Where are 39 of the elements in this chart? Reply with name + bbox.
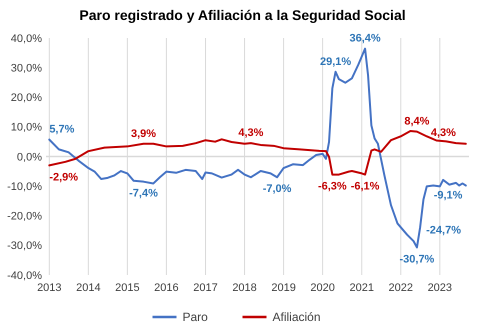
annotation: -30,7%	[399, 253, 435, 266]
x-tick-label: 2018	[232, 282, 257, 294]
legend-label: Paro	[182, 310, 208, 324]
annotation: 3,9%	[130, 128, 156, 140]
y-tick-label: 30,0%	[10, 62, 42, 74]
x-tick-label: 2019	[271, 282, 296, 294]
annotation: -6,1%	[350, 180, 380, 193]
y-tick-label: -30,0%	[7, 240, 42, 252]
legend-label: Afiliación	[272, 310, 321, 324]
annotation: -24,7%	[426, 224, 462, 237]
y-tick-label: -40,0%	[7, 270, 42, 282]
x-tick-label: 2022	[388, 282, 414, 294]
x-tick-label: 2021	[350, 282, 374, 294]
annotation: 8,4%	[404, 116, 430, 128]
annotation: -9,1%	[434, 189, 463, 202]
x-tick-label: 2023	[428, 282, 452, 294]
y-tick-label: -10,0%	[7, 180, 42, 193]
x-tick-label: 2014	[76, 282, 101, 294]
annotation: -6,3%	[318, 180, 347, 193]
y-tick-label: 20,0%	[10, 92, 42, 104]
annotation: 4,3%	[430, 127, 456, 140]
x-tick-label: 2015	[115, 282, 140, 294]
y-tick-label: 40,0%	[10, 32, 42, 45]
annotation: -7,4%	[129, 188, 158, 200]
x-tick-label: 2020	[310, 282, 335, 294]
x-tick-label: 2016	[154, 282, 179, 294]
annotation: 5,7%	[49, 124, 75, 136]
annotation: -2,9%	[49, 171, 78, 184]
annotation: 4,3%	[238, 127, 264, 140]
annotation: -7,0%	[262, 183, 292, 196]
y-tick-label: 0,0%	[16, 151, 42, 164]
x-tick-label: 2017	[193, 282, 218, 294]
x-tick-label: 2013	[37, 282, 62, 294]
y-tick-label: -20,0%	[7, 210, 42, 223]
annotation: 36,4%	[349, 32, 381, 45]
line-series	[48, 48, 467, 248]
annotation: 29,1%	[320, 56, 352, 68]
chart-title: Paro registrado y Afiliación a la Seguridad Social	[79, 7, 406, 23]
y-tick-label: 10,0%	[10, 122, 42, 134]
